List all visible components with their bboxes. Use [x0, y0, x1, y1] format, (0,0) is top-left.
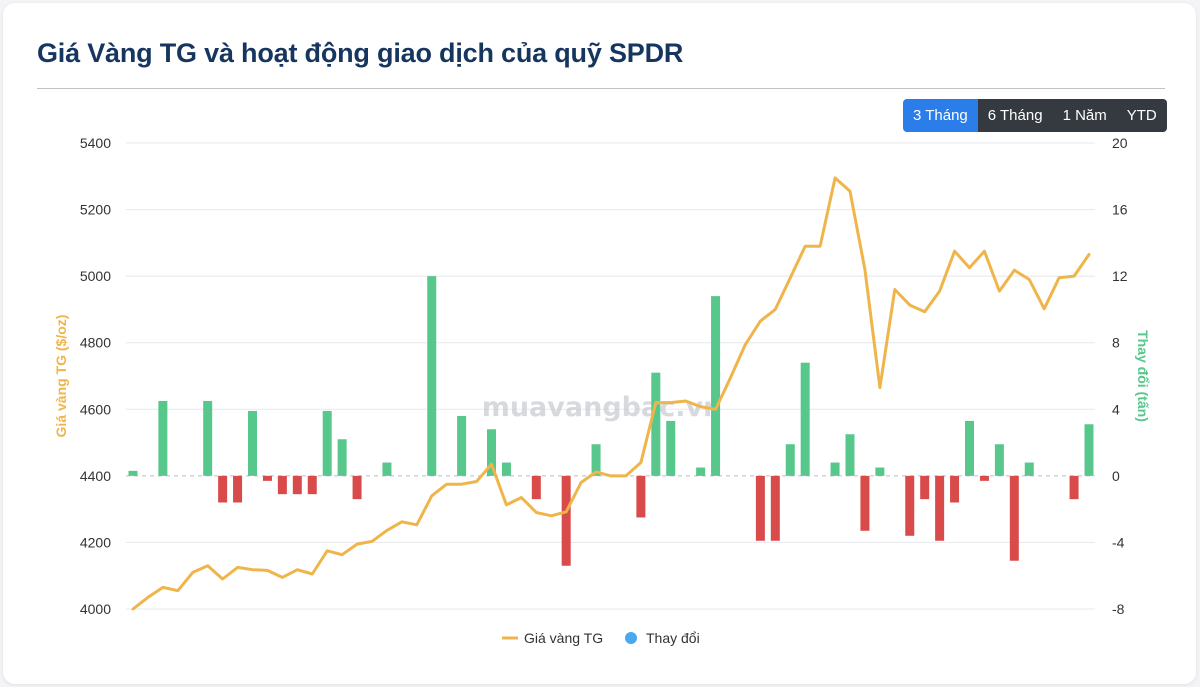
right-axis-tick-label: 8 — [1112, 335, 1120, 351]
watermark: muavangbac.vn — [482, 392, 723, 423]
change-bar — [770, 475, 780, 541]
page-title: Giá Vàng TG và hoạt động giao dịch của q… — [37, 38, 684, 68]
grid-lines — [126, 142, 1095, 610]
change-bar — [501, 462, 511, 476]
change-bar — [845, 434, 855, 476]
left-axis-tick-label: 4200 — [80, 534, 111, 550]
change-bar — [262, 475, 272, 481]
change-bar — [1084, 424, 1094, 476]
change-bar — [292, 475, 302, 495]
change-bar — [531, 475, 541, 500]
change-bar — [128, 470, 138, 476]
legend-price-label: Giá vàng TG — [524, 630, 603, 646]
range-3-months-button[interactable]: 3 Tháng — [903, 99, 978, 132]
change-bar — [561, 475, 571, 566]
right-axis-tick-label: 0 — [1112, 468, 1120, 484]
change-bar — [248, 410, 257, 476]
change-bar — [950, 475, 960, 503]
change-bar — [785, 444, 795, 476]
right-axis-title: Thay đổi (tấn) — [1135, 330, 1151, 422]
change-bar — [1024, 462, 1034, 476]
right-axis-tick-label: 16 — [1112, 202, 1128, 218]
right-axis-tick-label: 4 — [1112, 401, 1120, 417]
left-axis-tick-label: 4600 — [80, 401, 111, 417]
title-divider — [37, 88, 1165, 89]
legend: Giá vàng TG Thay đổi — [502, 630, 700, 646]
change-bar — [800, 362, 810, 476]
change-bar — [711, 296, 721, 476]
left-axis-tick-label: 4800 — [80, 335, 111, 351]
change-bar — [696, 467, 706, 476]
left-axis-tick-label: 4000 — [80, 601, 111, 617]
change-bar — [830, 462, 840, 476]
right-axis-tick-label: -8 — [1112, 601, 1125, 617]
change-bar — [277, 475, 287, 495]
range-6-months-button[interactable]: 6 Tháng — [977, 99, 1053, 132]
left-axis-tick-label: 5000 — [80, 268, 111, 284]
change-bar — [994, 444, 1004, 476]
change-bar — [487, 429, 496, 476]
change-bar — [875, 467, 885, 476]
change-bar — [651, 372, 661, 476]
legend-change-label: Thay đổi — [646, 630, 700, 646]
price-line — [131, 176, 1091, 611]
range-1-year-button[interactable]: 1 Năm — [1052, 99, 1117, 132]
change-bar — [457, 415, 467, 476]
change-bar — [636, 475, 646, 518]
left-axis-tick-label: 5200 — [80, 202, 111, 218]
change-bar — [382, 462, 392, 476]
right-axis-tick-label: 12 — [1112, 268, 1128, 284]
left-axis-title: Giá vàng TG ($/oz) — [53, 315, 69, 438]
left-axis-tick-label: 5400 — [80, 135, 111, 151]
legend-item-price[interactable]: Giá vàng TG — [502, 630, 603, 646]
change-bar — [307, 475, 317, 495]
change-bar — [352, 475, 362, 500]
change-bar — [1069, 475, 1079, 500]
right-axis-tick-label: 20 — [1112, 135, 1128, 151]
change-bar — [979, 475, 989, 481]
change-bar — [203, 400, 213, 476]
change-bar — [666, 420, 676, 476]
change-bars — [128, 276, 1094, 566]
change-bar — [935, 475, 945, 541]
change-bar — [427, 276, 437, 476]
change-bar — [591, 444, 601, 476]
change-bar — [920, 475, 930, 500]
legend-item-change[interactable]: Thay đổi — [625, 630, 700, 646]
range-selector: 3 Tháng 6 Tháng 1 Năm YTD — [903, 99, 1167, 132]
change-bar — [1009, 475, 1019, 561]
axis-ticks: 4000 -8 4200 -4 4400 0 4600 4 4800 8 5000 12 5200 16 5… — [80, 135, 1128, 617]
change-bar — [905, 475, 915, 536]
right-axis-tick-label: -4 — [1112, 534, 1125, 550]
change-bar — [158, 400, 168, 476]
left-axis-tick-label: 4400 — [80, 468, 111, 484]
change-bar — [755, 475, 765, 541]
legend-change-dot-icon — [625, 632, 637, 644]
range-ytd-button[interactable]: YTD — [1116, 99, 1167, 132]
change-bar — [233, 475, 243, 503]
change-bar — [322, 410, 332, 476]
price-line-layer — [131, 176, 1091, 611]
change-bar — [218, 475, 228, 503]
change-bar — [337, 439, 347, 476]
change-bar — [965, 420, 974, 476]
change-bar — [860, 475, 870, 531]
